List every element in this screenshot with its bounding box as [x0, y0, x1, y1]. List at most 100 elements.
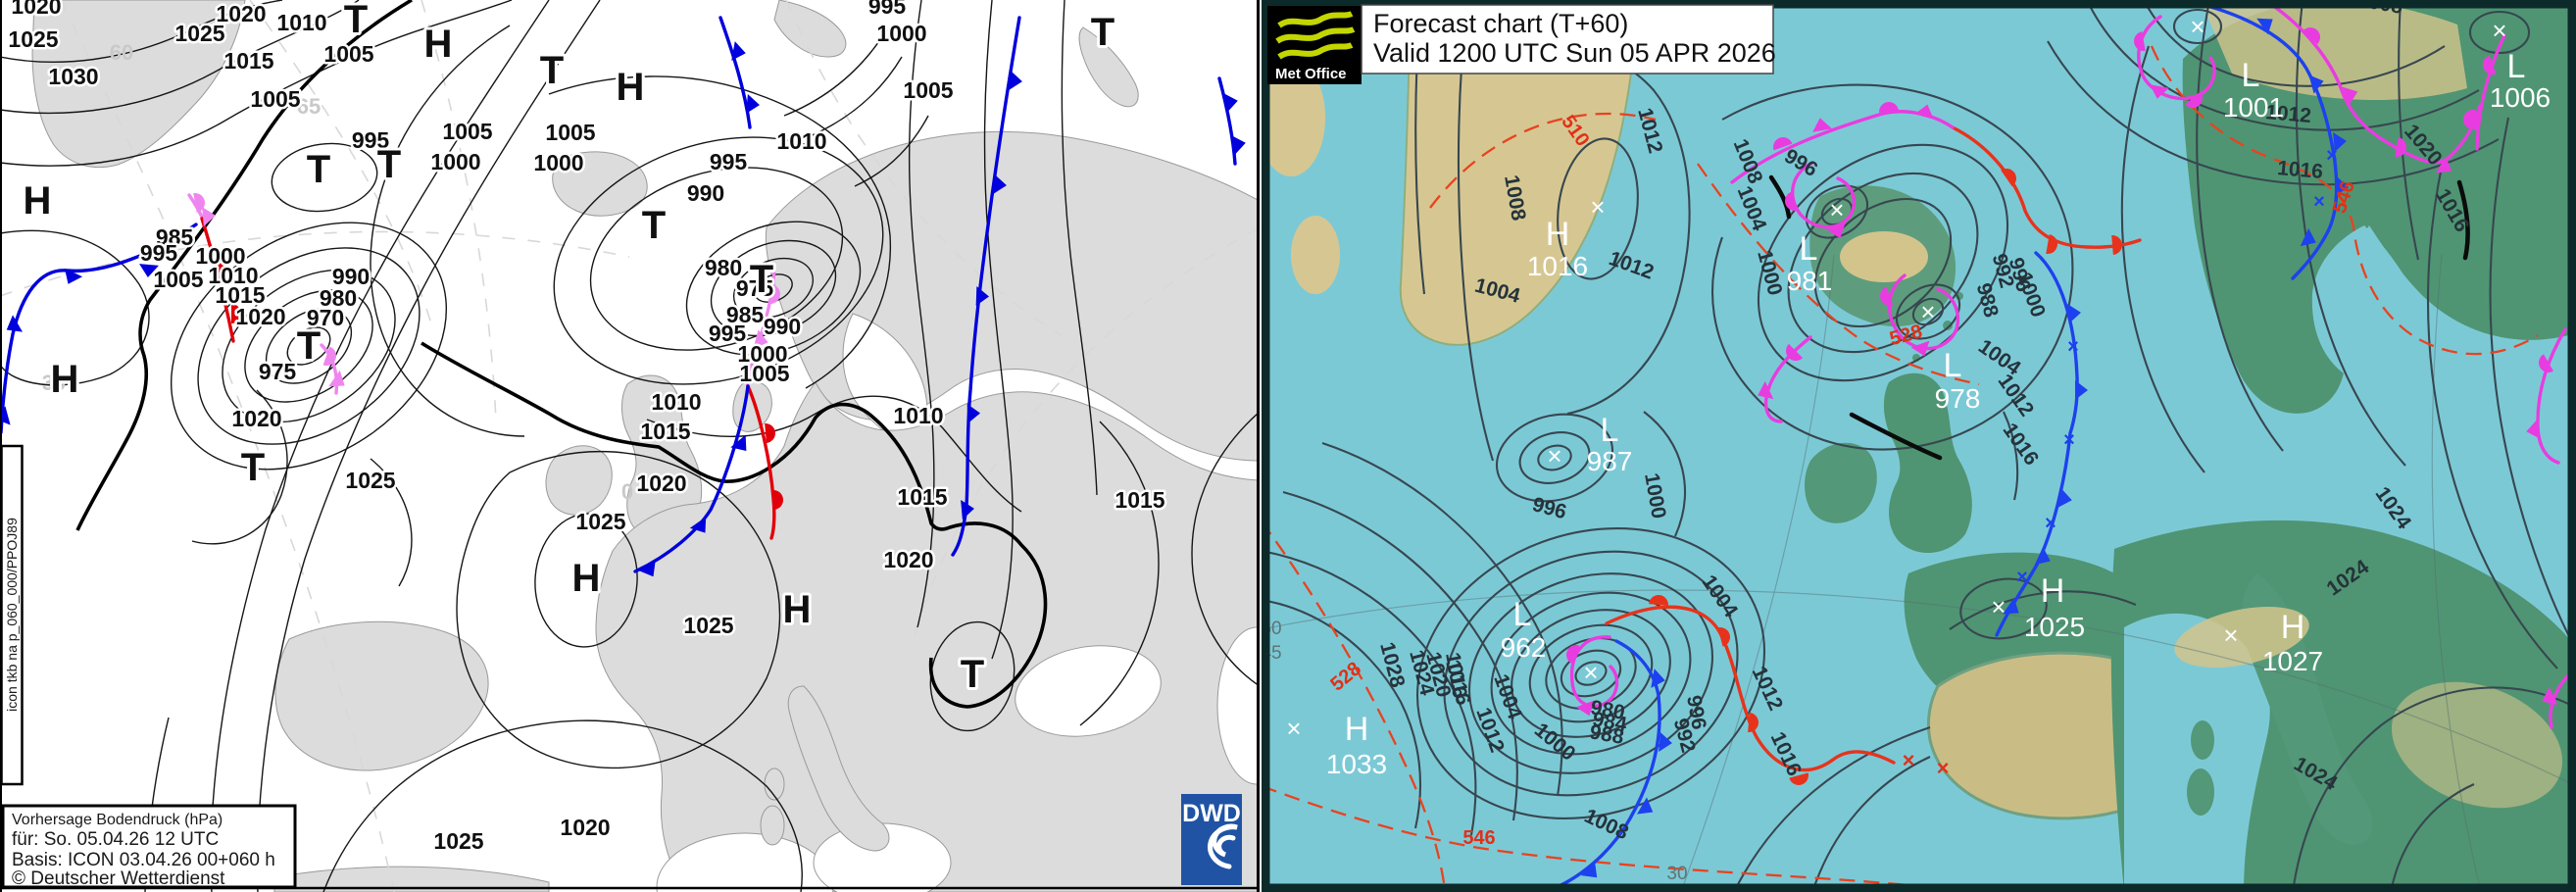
isobar-label: 1010	[651, 389, 701, 415]
cold-frontolysis-mark: ×	[2313, 191, 2325, 213]
cold-front-symbol	[1637, 797, 1654, 815]
pressure-center-value: 1027	[2262, 646, 2323, 676]
pressure-center-mark: ×	[1991, 592, 2006, 621]
warm-front-symbol	[2046, 234, 2057, 254]
pressure-centers: L962×H1033×L987×H1016×L981×L978×H1025×H1…	[1286, 12, 2551, 779]
warm-front-symbol	[1880, 286, 1894, 306]
landmasses-right	[1262, 0, 2576, 892]
occluded-front-line	[2536, 327, 2567, 465]
pressure-letter: T	[1091, 11, 1115, 54]
legend-copyright: © Deutscher Wetterdienst	[12, 868, 225, 889]
isobar-label: 1025	[174, 21, 224, 46]
cold-front-symbol	[2300, 227, 2316, 247]
warm-frontolysis-mark: ×	[1937, 756, 1950, 780]
cold-front-line	[718, 16, 752, 129]
warm-front-symbol	[2001, 169, 2016, 187]
isobar-label: 1020	[636, 471, 686, 496]
cold-front-symbol	[753, 329, 768, 349]
pressure-center-value: 978	[1935, 383, 1981, 414]
cold-front-symbol	[1910, 340, 1930, 357]
isobar-label: 1015	[215, 282, 265, 308]
front-symbols-left	[0, 41, 1246, 577]
isobar-label: 1025	[683, 613, 733, 638]
pressure-center-mark: ×	[1547, 441, 1561, 471]
cold-front-symbol	[993, 174, 1007, 194]
cold-front-symbol	[6, 315, 23, 332]
cold-front-symbol	[1575, 700, 1595, 717]
cold-front-symbol	[2526, 420, 2541, 439]
graticule-label: 30	[1666, 864, 1687, 884]
legend-title: Vorhersage Bodendruck (hPa)	[12, 812, 223, 828]
warm-front-symbol	[218, 253, 227, 273]
cold-front-symbol	[1223, 93, 1238, 113]
isobar-label: 1010	[776, 128, 826, 154]
header-box: Forecast chart (T+60) Valid 1200 UTC Sun…	[1361, 4, 1776, 74]
frontolysis-marks: × × × × × × × ×	[1903, 145, 2338, 780]
pressure-letter: T	[540, 49, 564, 92]
cold-front-symbol	[2465, 113, 2480, 132]
cold-front-symbol	[966, 404, 980, 423]
isobar-label: 1020	[235, 304, 285, 329]
isobar-label: 1025	[575, 509, 625, 534]
cold-front-symbol	[2542, 686, 2558, 706]
cold-front-symbol	[2256, 18, 2273, 35]
warm-front-line	[1951, 125, 2142, 249]
cold-front-symbol	[1651, 669, 1665, 688]
cold-frontolysis-mark: ×	[2067, 336, 2079, 358]
graticule-label: 60	[110, 40, 133, 65]
cold-front-symbol	[2436, 156, 2452, 173]
pressure-center-letter: L	[1513, 596, 1532, 633]
cold-front-symbol	[1914, 104, 1934, 120]
isobars-layer	[0, 0, 1260, 892]
isobar-label: 975	[736, 275, 774, 301]
pressure-center-value: 962	[1501, 632, 1547, 663]
warm-front-symbol	[2395, 137, 2406, 157]
pressure-letter: H	[24, 179, 52, 223]
dwd-logo: DWD	[1181, 794, 1242, 885]
cold-front-symbol	[1812, 118, 1832, 132]
pressure-letter: T	[241, 446, 265, 489]
cold-front-symbol	[1758, 380, 1774, 400]
isobar-label: 995	[710, 149, 748, 174]
cold-front-symbol	[1659, 732, 1672, 752]
chart-frame-right	[1262, 0, 2576, 892]
warm-front-symbol	[1773, 137, 1793, 151]
pressure-letter: H	[572, 557, 601, 600]
occluded-front-line	[2274, 6, 2482, 165]
pressure-center-letter: L	[2242, 57, 2260, 94]
pressure-center-mark: ×	[1583, 658, 1598, 687]
warm-front-symbol	[2111, 235, 2122, 255]
isobar-label: 990	[332, 264, 370, 289]
cold-front-symbol	[2003, 597, 2019, 615]
isobar-label: 1000	[737, 341, 787, 367]
isobar-label: 980	[320, 285, 357, 311]
metoffice-logo: Met Office	[1267, 6, 1362, 84]
cold-front-symbol	[961, 500, 974, 520]
pressure-letter: T	[961, 653, 984, 696]
cold-front-line	[2205, 4, 2339, 280]
thickness-lines	[1262, 45, 2539, 891]
isobar-label: 1005	[545, 120, 595, 145]
isobar-label: 1015	[897, 484, 947, 510]
isobar-label: 990	[764, 314, 801, 339]
cold-front-symbol	[1231, 135, 1246, 155]
pressure-center-value: 1006	[2490, 82, 2551, 113]
cold-front-symbol	[2034, 546, 2051, 566]
cold-front-line	[0, 223, 198, 434]
pressure-center-letter: H	[2281, 609, 2305, 646]
pressure-center-letter: L	[1800, 230, 1818, 268]
warm-front-line	[746, 384, 776, 540]
cold-front-symbol	[689, 517, 707, 533]
isobar-label: 1015	[1115, 487, 1164, 513]
pressure-letter: T	[642, 204, 666, 247]
dwd-chart-panel: 60 65 30 0 1020 1025 1030 1025 1020 1015 1010 1005…	[0, 0, 1260, 892]
cold-front-symbol	[2150, 84, 2169, 99]
warm-front-symbol	[1649, 595, 1668, 606]
pressure-center-letter: L	[1601, 412, 1619, 449]
warm-front-symbol	[1717, 627, 1730, 647]
warm-front-symbol	[1879, 102, 1899, 113]
pressure-letter: T	[377, 143, 401, 186]
isobar-label: 1005	[903, 77, 953, 103]
cold-front-line	[1539, 639, 1661, 892]
